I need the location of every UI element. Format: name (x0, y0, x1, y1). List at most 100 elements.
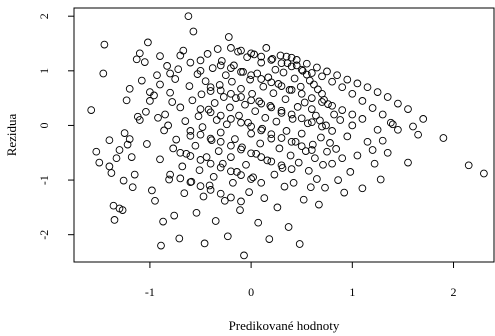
data-point-181 (311, 154, 319, 163)
data-point-210 (370, 159, 379, 168)
data-point-249 (318, 98, 326, 106)
data-point-208 (363, 137, 372, 146)
data-point-234 (348, 89, 357, 98)
data-point-271 (237, 118, 245, 127)
data-point-112 (241, 100, 249, 109)
data-point-102 (231, 135, 239, 143)
data-point-232 (328, 77, 336, 86)
data-point-206 (353, 151, 362, 160)
data-point-323 (186, 58, 195, 67)
data-point-246 (287, 86, 296, 94)
data-point-81 (209, 172, 218, 181)
data-point-172 (301, 147, 310, 155)
data-point-156 (285, 86, 294, 94)
data-point-236 (368, 104, 377, 112)
data-point-158 (287, 53, 296, 62)
data-point-14 (122, 96, 131, 105)
data-point-165 (294, 158, 303, 167)
data-point-99 (228, 77, 236, 86)
y-axis-title: Rezidua (4, 113, 19, 156)
data-point-175 (304, 166, 313, 175)
data-point-212 (376, 175, 385, 184)
data-point-282 (216, 137, 225, 146)
data-point-289 (287, 165, 296, 173)
x-tick-label: -1 (145, 285, 155, 299)
data-point-293 (206, 159, 215, 168)
data-point-190 (320, 95, 328, 104)
data-point-205 (348, 121, 357, 130)
data-point-215 (386, 118, 395, 127)
data-point-9 (112, 154, 121, 163)
data-point-155 (284, 223, 293, 231)
data-point-278 (307, 146, 316, 154)
data-point-24 (140, 58, 149, 66)
data-point-313 (343, 75, 352, 84)
data-point-222 (227, 44, 235, 52)
data-point-15 (123, 140, 132, 149)
data-point-25 (142, 107, 150, 116)
data-point-72 (200, 239, 209, 248)
data-point-223 (237, 46, 245, 55)
data-point-288 (277, 161, 286, 170)
data-point-120 (249, 173, 257, 182)
data-point-58 (185, 82, 194, 90)
data-point-254 (206, 83, 215, 92)
data-point-281 (206, 134, 215, 143)
data-point-198 (332, 145, 340, 153)
data-point-314 (353, 79, 362, 88)
data-point-52 (178, 162, 187, 171)
data-point-268 (206, 108, 215, 117)
data-point-23 (137, 76, 146, 85)
data-point-224 (247, 49, 255, 58)
data-point-55 (181, 117, 190, 125)
data-point-196 (328, 159, 336, 168)
data-point-308 (292, 56, 301, 64)
data-point-285 (247, 149, 255, 158)
data-point-291 (186, 152, 195, 160)
data-point-42 (165, 175, 173, 184)
data-point-233 (338, 83, 347, 92)
x-axis: -1 0 1 2 (145, 262, 457, 299)
data-point-100 (229, 178, 237, 187)
data-point-258 (247, 96, 255, 105)
data-point-113 (242, 160, 250, 169)
data-point-142 (271, 65, 280, 74)
data-point-63 (191, 141, 200, 150)
data-point-216 (394, 125, 402, 134)
data-point-6 (107, 169, 116, 177)
data-point-139 (268, 54, 277, 63)
data-point-187 (317, 133, 325, 142)
data-point-260 (267, 103, 276, 112)
data-point-184 (314, 85, 322, 94)
data-point-189 (319, 160, 327, 169)
data-point-239 (216, 61, 225, 70)
data-point-318 (394, 99, 402, 108)
data-point-324 (196, 66, 205, 75)
data-point-276 (287, 137, 296, 146)
data-point-321 (439, 134, 448, 142)
data-point-284 (237, 145, 245, 154)
data-point-129 (258, 124, 267, 133)
data-point-221 (480, 169, 488, 178)
data-point-306 (237, 197, 245, 206)
data-point-141 (270, 170, 279, 179)
data-point-134 (263, 156, 272, 165)
data-point-237 (378, 110, 387, 119)
data-point-263 (297, 114, 306, 123)
data-point-51 (176, 103, 185, 112)
data-point-77 (205, 181, 214, 190)
data-point-294 (216, 163, 225, 172)
data-point-148 (277, 109, 286, 117)
data-point-125 (254, 218, 263, 227)
data-point-298 (257, 178, 266, 187)
data-point-96 (224, 33, 233, 41)
data-point-167 (296, 82, 305, 91)
data-point-73 (201, 77, 210, 86)
data-point-57 (184, 12, 193, 21)
data-point-331 (105, 162, 114, 171)
data-point-199 (334, 176, 342, 184)
data-point-257 (237, 93, 245, 101)
data-point-195 (326, 139, 334, 147)
data-point-39 (161, 110, 169, 119)
data-point-36 (157, 241, 165, 250)
